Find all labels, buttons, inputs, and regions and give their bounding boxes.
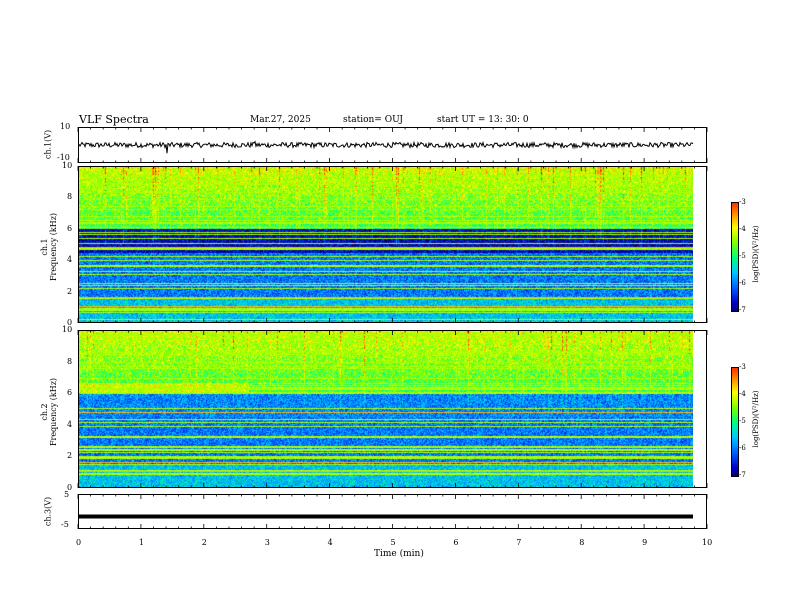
ch1-colorbar (731, 202, 739, 312)
x-tick-6: 6 (453, 538, 459, 547)
ch1-spec-ytick-0: 0 (67, 318, 73, 327)
ch1-colorbar-tick--6: -6 (739, 279, 746, 287)
ch2-colorbar (731, 367, 739, 477)
ch3-waveform-trace (79, 514, 693, 519)
ch1-spec-ytick-2: 2 (67, 286, 73, 296)
ch1-ytick-top: 10 (60, 122, 71, 131)
x-tick-5: 5 (390, 538, 396, 547)
ch1-colorbar-tick--5: -5 (739, 252, 746, 260)
x-tick-1: 1 (138, 538, 144, 547)
ch2-spec-ytick-4: 4 (67, 419, 73, 429)
ch2-colorbar-tick--7: -7 (739, 471, 746, 479)
x-axis-label: Time (min) (374, 549, 424, 559)
x-tick-8: 8 (579, 538, 585, 547)
ch2-spectrogram-image (79, 331, 693, 487)
ch1-colorbar-tick--4: -4 (739, 225, 746, 233)
ch2-spec-ytick-6: 6 (67, 388, 73, 398)
ch2-spectrogram-panel (78, 330, 707, 488)
ch3-ytick-top: 5 (64, 490, 70, 499)
ch2-colorbar-tick--3: -3 (739, 363, 746, 371)
ch1-colorbar-tick--7: -7 (739, 306, 746, 314)
ch1-spec-ytick-6: 6 (67, 223, 73, 233)
station-label: station= OUJ (343, 115, 404, 125)
ch1-ytick-bottom: -10 (57, 153, 70, 162)
ch1-trace-line (78, 140, 694, 154)
x-tick-2: 2 (201, 538, 207, 547)
x-tick-9: 9 (642, 538, 648, 547)
ch2-colorbar-tick--4: -4 (739, 390, 746, 398)
x-tick-3: 3 (264, 538, 270, 547)
x-tick-4: 4 (327, 538, 333, 547)
chart-title: VLF Spectra (79, 113, 149, 126)
date-label: Mar.27, 2025 (250, 115, 311, 125)
ch2-colorbar-tick--6: -6 (739, 444, 746, 452)
ch2-spec-ytick-2: 2 (67, 451, 73, 461)
ch2-spec-ytick-8: 8 (67, 356, 73, 366)
x-tick-7: 7 (516, 538, 522, 547)
ch1-colorbar-tick--3: -3 (739, 198, 746, 206)
ch1-spec-ytick-4: 4 (67, 255, 73, 265)
ch2-colorbar-tick--5: -5 (739, 417, 746, 425)
ch1-spec-ytick-8: 8 (67, 192, 73, 202)
x-tick-0: 0 (76, 538, 82, 547)
start-time-label: start UT = 13: 30: 0 (437, 115, 529, 125)
ch1-spec-ytick-10: 10 (62, 161, 73, 170)
ch2-spec-ytick-0: 0 (67, 483, 73, 492)
ch1-spectrogram-image (79, 167, 693, 322)
ch3-ytick-bottom: -5 (61, 520, 69, 529)
ch2-spec-ytick-10: 10 (62, 325, 73, 334)
ch1-waveform-trace (78, 140, 694, 154)
ch1-spectrogram-panel (78, 166, 707, 323)
x-tick-10: 10 (702, 538, 713, 547)
